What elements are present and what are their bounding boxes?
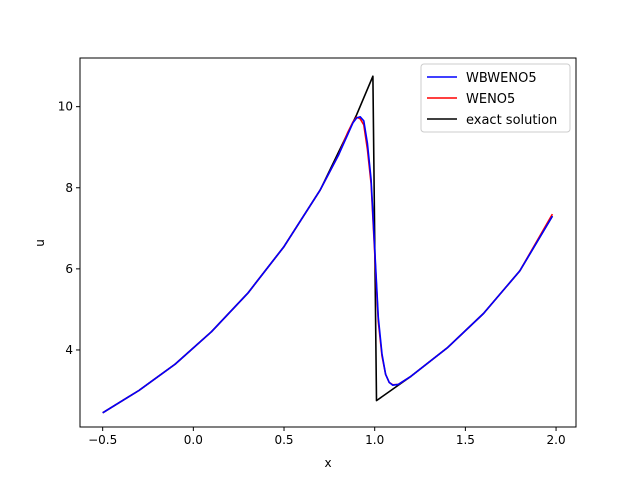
x-tick-label: −0.5 [88,433,117,447]
legend: WBWENO5 WENO5 exact solution [420,63,571,133]
x-tick-label: 1.5 [456,433,475,447]
axes-frame [79,57,577,428]
series-layer [102,75,554,414]
x-axis-ticks: −0.5 0.0 0.5 1.0 1.5 2.0 [88,427,566,447]
y-axis-ticks: 4 6 8 10 [58,100,80,357]
x-tick-label: 0.5 [274,433,293,447]
x-tick-label: 0.0 [184,433,203,447]
x-axis-label: x [324,456,331,470]
legend-label: exact solution [466,113,557,128]
y-tick-label: 6 [65,262,73,276]
y-axis-label: u [33,239,47,247]
legend-label: WENO5 [466,92,515,107]
x-tick-label: 1.0 [365,433,384,447]
series-line-wbweno5 [102,116,554,414]
y-tick-label: 10 [58,100,73,114]
y-tick-label: 8 [65,181,73,195]
x-tick-label: 2.0 [547,433,566,447]
legend-box [420,63,571,133]
legend-label: WBWENO5 [466,71,537,86]
y-tick-label: 4 [65,343,73,357]
